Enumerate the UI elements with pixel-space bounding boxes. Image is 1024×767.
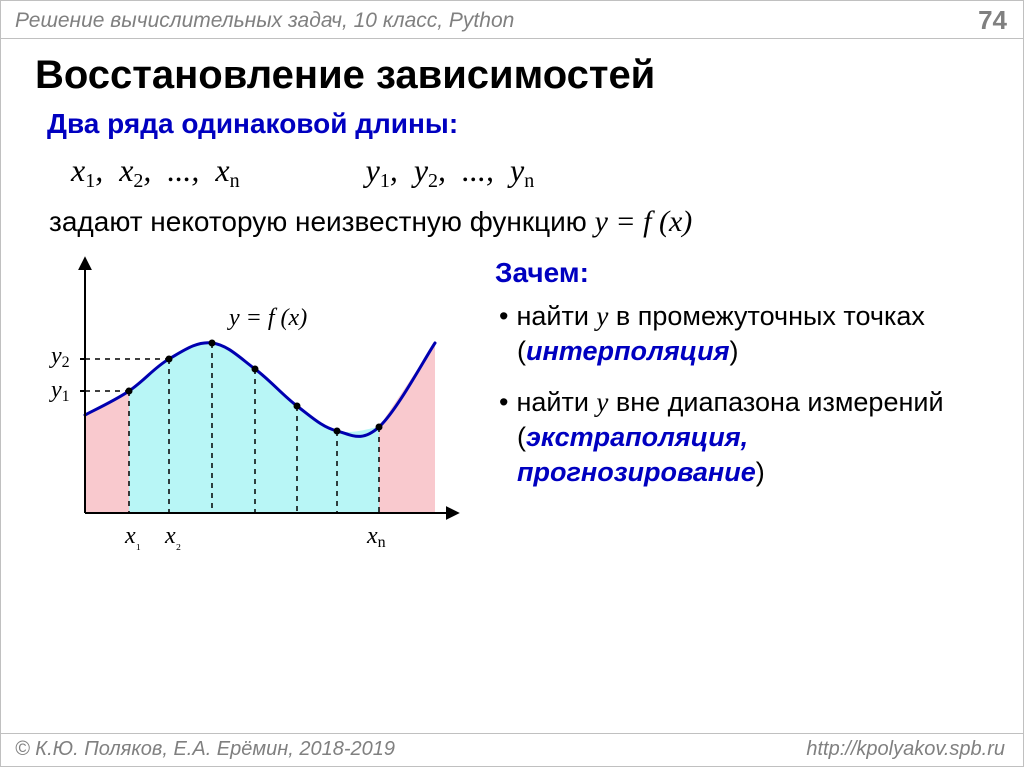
series-row: x1, x2, ..., xn y1, y2, ..., yn: [1, 144, 1023, 199]
chart-label: y = f (x): [229, 305, 307, 332]
function-chart: y2 y1 x₁ x₂ xn y = f (x): [37, 251, 467, 551]
bullet-item: •найти y вне диапазона измерений (экстра…: [495, 381, 973, 502]
bullet-list: •найти y в промежуточных точках (интерпо…: [495, 295, 973, 502]
chart-label: x₂: [165, 523, 181, 552]
chart-label: xn: [367, 523, 386, 552]
chart-label: x₁: [125, 523, 141, 552]
series-x: x1, x2, ..., xn: [71, 152, 240, 188]
chart-label: y2: [51, 343, 70, 372]
chart-column: y2 y1 x₁ x₂ xn y = f (x): [37, 251, 477, 551]
footer-bar: © К.Ю. Поляков, Е.А. Ерёмин, 2018-2019 h…: [1, 733, 1023, 766]
subtitle: Два ряда одинаковой длины:: [1, 104, 1023, 144]
chart-label: y1: [51, 377, 70, 406]
defines-line: задают некоторую неизвестную функцию y =…: [1, 199, 1023, 239]
slide: Решение вычислительных задач, 10 класс, …: [0, 0, 1024, 767]
copyright: © К.Ю. Поляков, Е.А. Ерёмин, 2018-2019: [15, 738, 395, 761]
page-title: Восстановление зависимостей: [1, 39, 1023, 104]
header-bar: Решение вычислительных задач, 10 класс, …: [1, 1, 1023, 39]
defines-text: задают некоторую неизвестную функцию: [49, 206, 595, 237]
series-y: y1, y2, ..., yn: [366, 152, 535, 188]
bullet-item: •найти y в промежуточных точках (интерпо…: [495, 295, 973, 381]
equation-inline: y = f (x): [595, 205, 693, 238]
page-number: 74: [978, 5, 1007, 36]
footer-url: http://kpolyakov.spb.ru: [806, 738, 1005, 761]
course-title: Решение вычислительных задач, 10 класс, …: [15, 9, 514, 33]
text-column: Зачем: •найти y в промежуточных точках (…: [477, 251, 1023, 551]
content-row: y2 y1 x₁ x₂ xn y = f (x) Зачем: •найти y в пр…: [1, 239, 1023, 551]
why-title: Зачем:: [495, 257, 973, 295]
